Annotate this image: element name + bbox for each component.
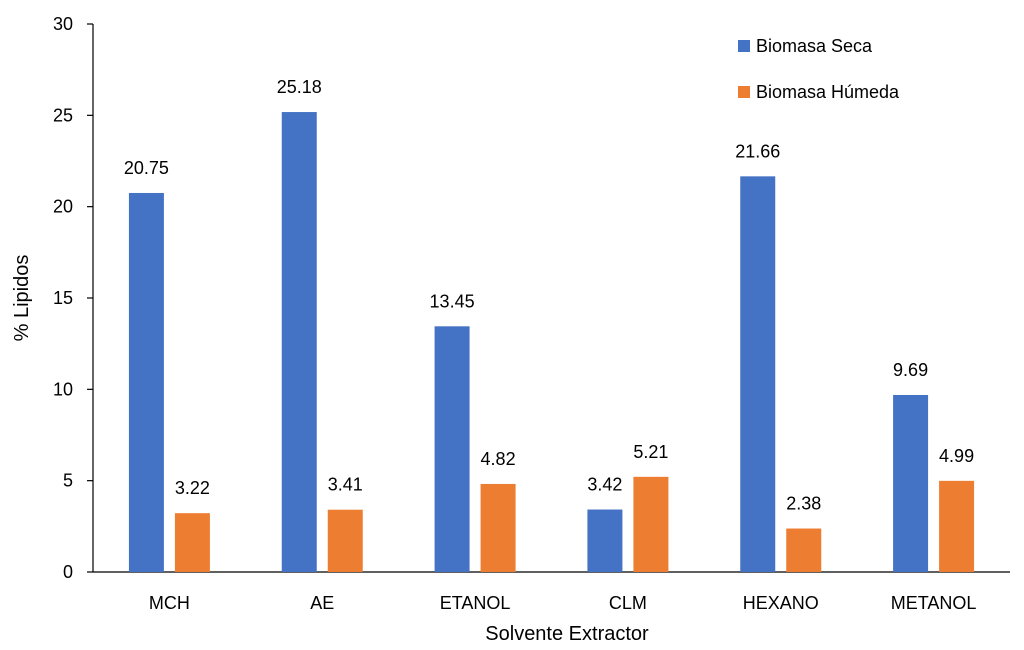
- y-tick-label: 30: [53, 14, 73, 34]
- data-label: 5.21: [633, 442, 668, 462]
- data-label: 2.38: [786, 494, 821, 514]
- bar-humeda-clm: [633, 476, 669, 572]
- data-label: 20.75: [124, 158, 169, 178]
- y-tick-label: 15: [53, 288, 73, 308]
- bar-humeda-ae: [327, 509, 363, 572]
- legend-swatch-biomasa-seca: [738, 40, 750, 52]
- legend: Biomasa Seca Biomasa Húmeda: [738, 36, 900, 102]
- bar-seca-ae: [281, 112, 317, 572]
- x-tick-label: HEXANO: [743, 593, 819, 613]
- data-label: 3.22: [175, 478, 210, 498]
- data-label: 9.69: [893, 360, 928, 380]
- y-tick-label: 25: [53, 105, 73, 125]
- data-label: 25.18: [277, 77, 322, 97]
- bar-seca-clm: [587, 509, 623, 572]
- bar-seca-metanol: [893, 394, 929, 572]
- legend-label-biomasa-humeda: Biomasa Húmeda: [756, 82, 900, 102]
- x-tick-label: METANOL: [891, 593, 977, 613]
- bar-humeda-metanol: [939, 480, 975, 572]
- bar-humeda-etanol: [480, 483, 516, 572]
- y-axis: 0 5 10 15 20 25 30: [53, 14, 94, 582]
- y-tick-label: 20: [53, 197, 73, 217]
- data-label: 4.82: [481, 449, 516, 469]
- x-tick-label: AE: [310, 593, 334, 613]
- bar-humeda-hexano: [786, 528, 822, 572]
- y-tick-label: 10: [53, 379, 73, 399]
- legend-swatch-biomasa-humeda: [738, 86, 750, 98]
- y-tick-label: 0: [63, 562, 73, 582]
- data-label: 13.45: [430, 291, 475, 311]
- data-label: 4.99: [939, 446, 974, 466]
- x-tick-label: MCH: [149, 593, 190, 613]
- data-label: 21.66: [735, 141, 780, 161]
- bar-seca-hexano: [740, 176, 776, 572]
- data-label: 3.41: [328, 475, 363, 495]
- x-tick-label: ETANOL: [440, 593, 511, 613]
- bar-humeda-mch: [174, 513, 210, 572]
- x-tick-label: CLM: [609, 593, 647, 613]
- bars: [128, 112, 975, 572]
- y-tick-label: 5: [63, 471, 73, 491]
- data-labels: 20.75 3.22 25.18 3.41 13.45 4.82 3.42 5.21 21.66…: [124, 77, 974, 513]
- data-label: 3.42: [587, 475, 622, 495]
- x-axis: MCH AE ETANOL CLM HEXANO METANOL: [93, 571, 1010, 613]
- y-axis-title: % Lipidos: [11, 255, 33, 342]
- bar-seca-etanol: [434, 326, 470, 572]
- legend-label-biomasa-seca: Biomasa Seca: [756, 36, 873, 56]
- x-axis-title: Solvente Extractor: [485, 623, 649, 645]
- bar-seca-mch: [128, 192, 164, 572]
